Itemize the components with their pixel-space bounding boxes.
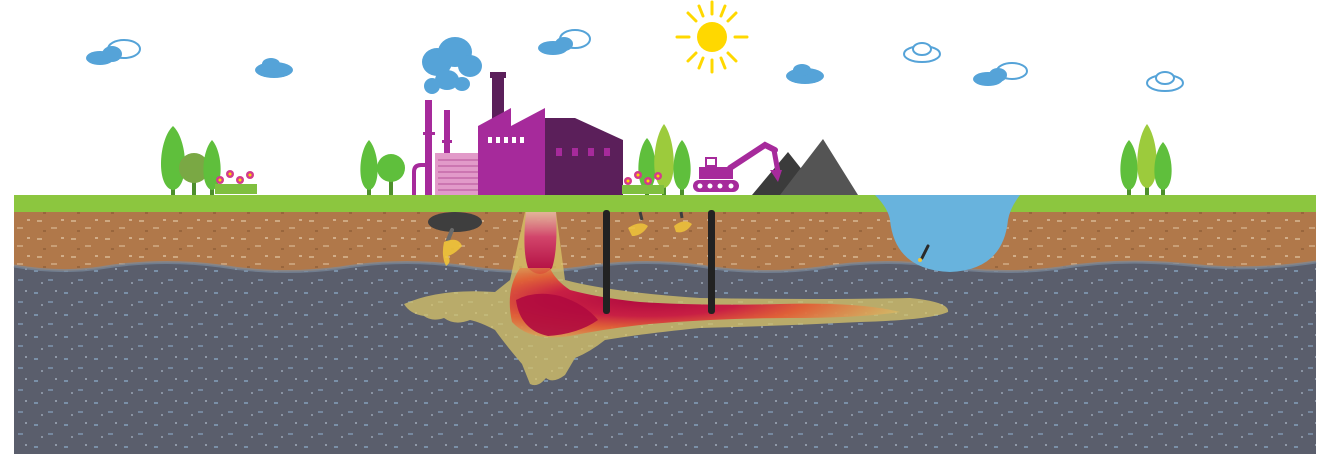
tree-icon xyxy=(203,140,221,195)
tree-icon xyxy=(160,126,186,195)
tree-icon xyxy=(360,140,378,195)
tree-icon xyxy=(377,154,405,195)
factory-icon xyxy=(412,72,623,195)
cloud-icon xyxy=(973,62,1028,86)
flower-icon xyxy=(622,171,664,194)
sun-icon xyxy=(675,0,749,74)
leak-drop-icon xyxy=(428,212,482,266)
leak-drop-icon xyxy=(674,211,692,233)
tree-icon xyxy=(179,153,209,195)
flower-icon xyxy=(215,170,257,194)
contamination-plume-icon xyxy=(404,212,949,386)
tree-icon xyxy=(1120,140,1138,195)
cloud-icon xyxy=(538,29,591,55)
chimney-smoke-icon xyxy=(422,37,482,94)
cloud-icon xyxy=(1146,71,1184,92)
tree-icon xyxy=(673,140,691,195)
pond-icon xyxy=(875,195,1020,272)
cloud-icon xyxy=(786,64,824,84)
tree-icon xyxy=(654,124,674,195)
monitoring-well-icon xyxy=(603,210,610,314)
cloud-icon xyxy=(903,42,941,63)
leak-drop-icon xyxy=(628,211,648,236)
monitoring-well-icon xyxy=(708,210,715,314)
excavator-icon xyxy=(693,141,782,192)
cloud-icon xyxy=(86,39,141,65)
cloud-icon xyxy=(255,58,293,78)
tree-icon xyxy=(1154,142,1172,195)
spoil-heap-icon xyxy=(752,139,858,195)
tree-icon xyxy=(1137,124,1157,195)
